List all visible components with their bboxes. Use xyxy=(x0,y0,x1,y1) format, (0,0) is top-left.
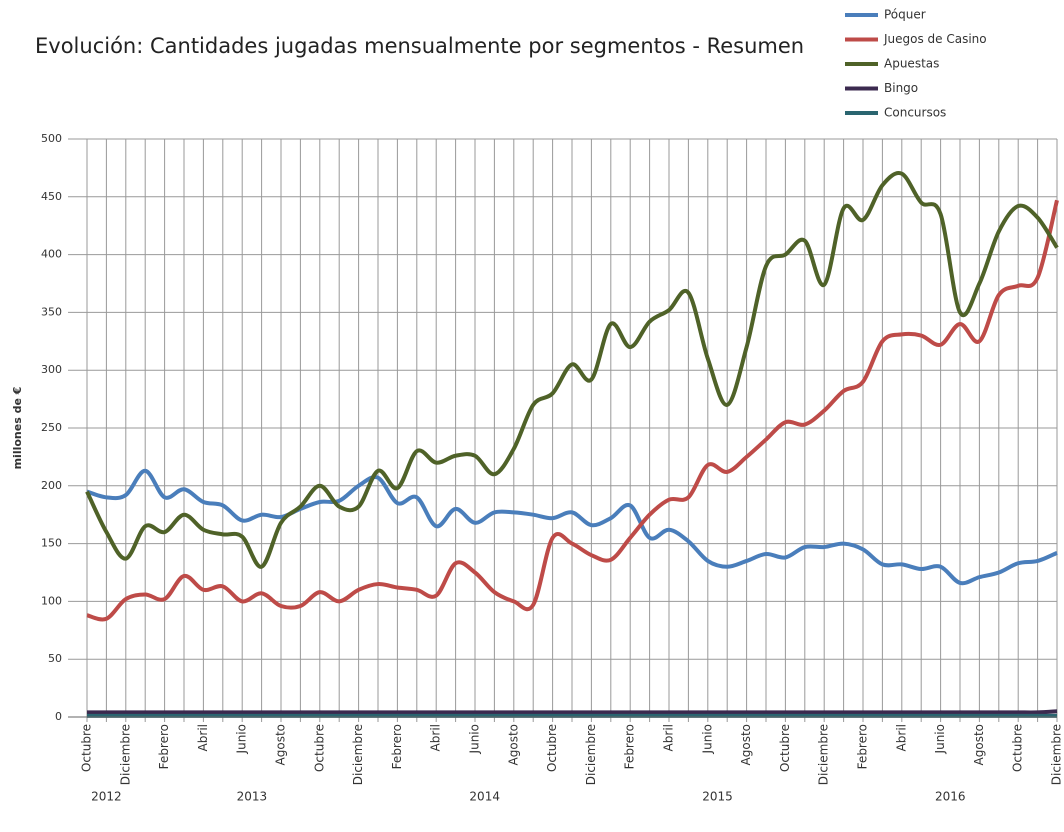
x-tick-label: Agosto xyxy=(274,724,288,765)
legend-label: Concursos xyxy=(884,106,946,120)
x-tick-label: Agosto xyxy=(739,724,753,765)
x-tick-label: Octubre xyxy=(1011,724,1025,772)
x-tick-label: Febrero xyxy=(856,724,870,769)
x-tick-label: Octubre xyxy=(80,724,94,772)
y-tick-label: 200 xyxy=(41,479,62,492)
x-tick-label: Junio xyxy=(235,724,249,754)
y-tick-label: 350 xyxy=(41,305,62,318)
x-tick-label: Diciembre xyxy=(817,724,831,785)
x-tick-label: Diciembre xyxy=(351,724,365,785)
y-tick-label: 500 xyxy=(41,132,62,145)
chart-title: Evolución: Cantidades jugadas mensualmen… xyxy=(35,34,804,58)
legend-label: Bingo xyxy=(884,81,918,95)
series-line xyxy=(86,199,1059,622)
x-tick-label: Agosto xyxy=(972,724,986,765)
legend-label: Juegos de Casino xyxy=(883,32,987,46)
x-tick-label: Abril xyxy=(429,724,443,751)
x-tick-label: Febrero xyxy=(623,724,637,769)
x-tick-label: Junio xyxy=(933,724,947,754)
y-tick-label: 50 xyxy=(48,652,62,665)
x-tick-label: Abril xyxy=(662,724,676,751)
y-tick-label: 450 xyxy=(41,190,62,203)
series-line xyxy=(87,709,1058,715)
x-tick-label: Junio xyxy=(468,724,482,754)
y-tick-label: 0 xyxy=(55,710,62,723)
x-tick-label: Junio xyxy=(700,724,714,754)
year-label: 2016 xyxy=(935,790,966,804)
x-tick-label: Diciembre xyxy=(1050,724,1064,785)
x-tick-label: Octubre xyxy=(545,724,559,772)
legend-label: Póquer xyxy=(884,8,926,22)
x-tick-label: Agosto xyxy=(506,724,520,765)
y-tick-label: 100 xyxy=(41,594,62,607)
y-tick-label: 150 xyxy=(41,537,62,550)
x-tick-label: Octubre xyxy=(778,724,792,772)
x-tick-label: Diciembre xyxy=(118,724,132,785)
series-line xyxy=(86,468,1058,586)
y-tick-label: 300 xyxy=(41,363,62,376)
x-tick-label: Febrero xyxy=(157,724,171,769)
x-tick-label: Diciembre xyxy=(584,724,598,785)
x-tick-label: Abril xyxy=(196,724,210,751)
year-label: 2012 xyxy=(91,790,122,804)
year-label: 2015 xyxy=(702,790,733,804)
x-tick-label: Abril xyxy=(894,724,908,751)
year-label: 2014 xyxy=(469,790,500,804)
y-tick-label: 250 xyxy=(41,421,62,434)
y-axis-label: millones de € xyxy=(11,387,24,470)
x-tick-label: Febrero xyxy=(390,724,404,769)
year-label: 2013 xyxy=(237,790,268,804)
legend-label: Apuestas xyxy=(884,57,939,71)
y-tick-label: 400 xyxy=(41,248,62,261)
x-tick-label: Octubre xyxy=(312,724,326,772)
series-line xyxy=(85,171,1059,569)
